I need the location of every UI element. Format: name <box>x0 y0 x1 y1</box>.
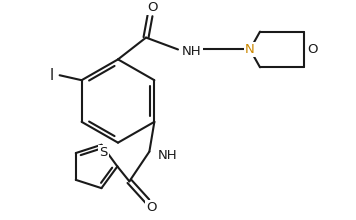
Text: NH: NH <box>182 45 201 58</box>
Text: I: I <box>49 68 54 83</box>
Text: S: S <box>99 146 108 159</box>
Text: NH: NH <box>157 149 177 162</box>
Text: O: O <box>147 1 157 14</box>
Text: O: O <box>146 201 157 214</box>
Text: O: O <box>307 43 317 56</box>
Text: N: N <box>245 43 255 56</box>
